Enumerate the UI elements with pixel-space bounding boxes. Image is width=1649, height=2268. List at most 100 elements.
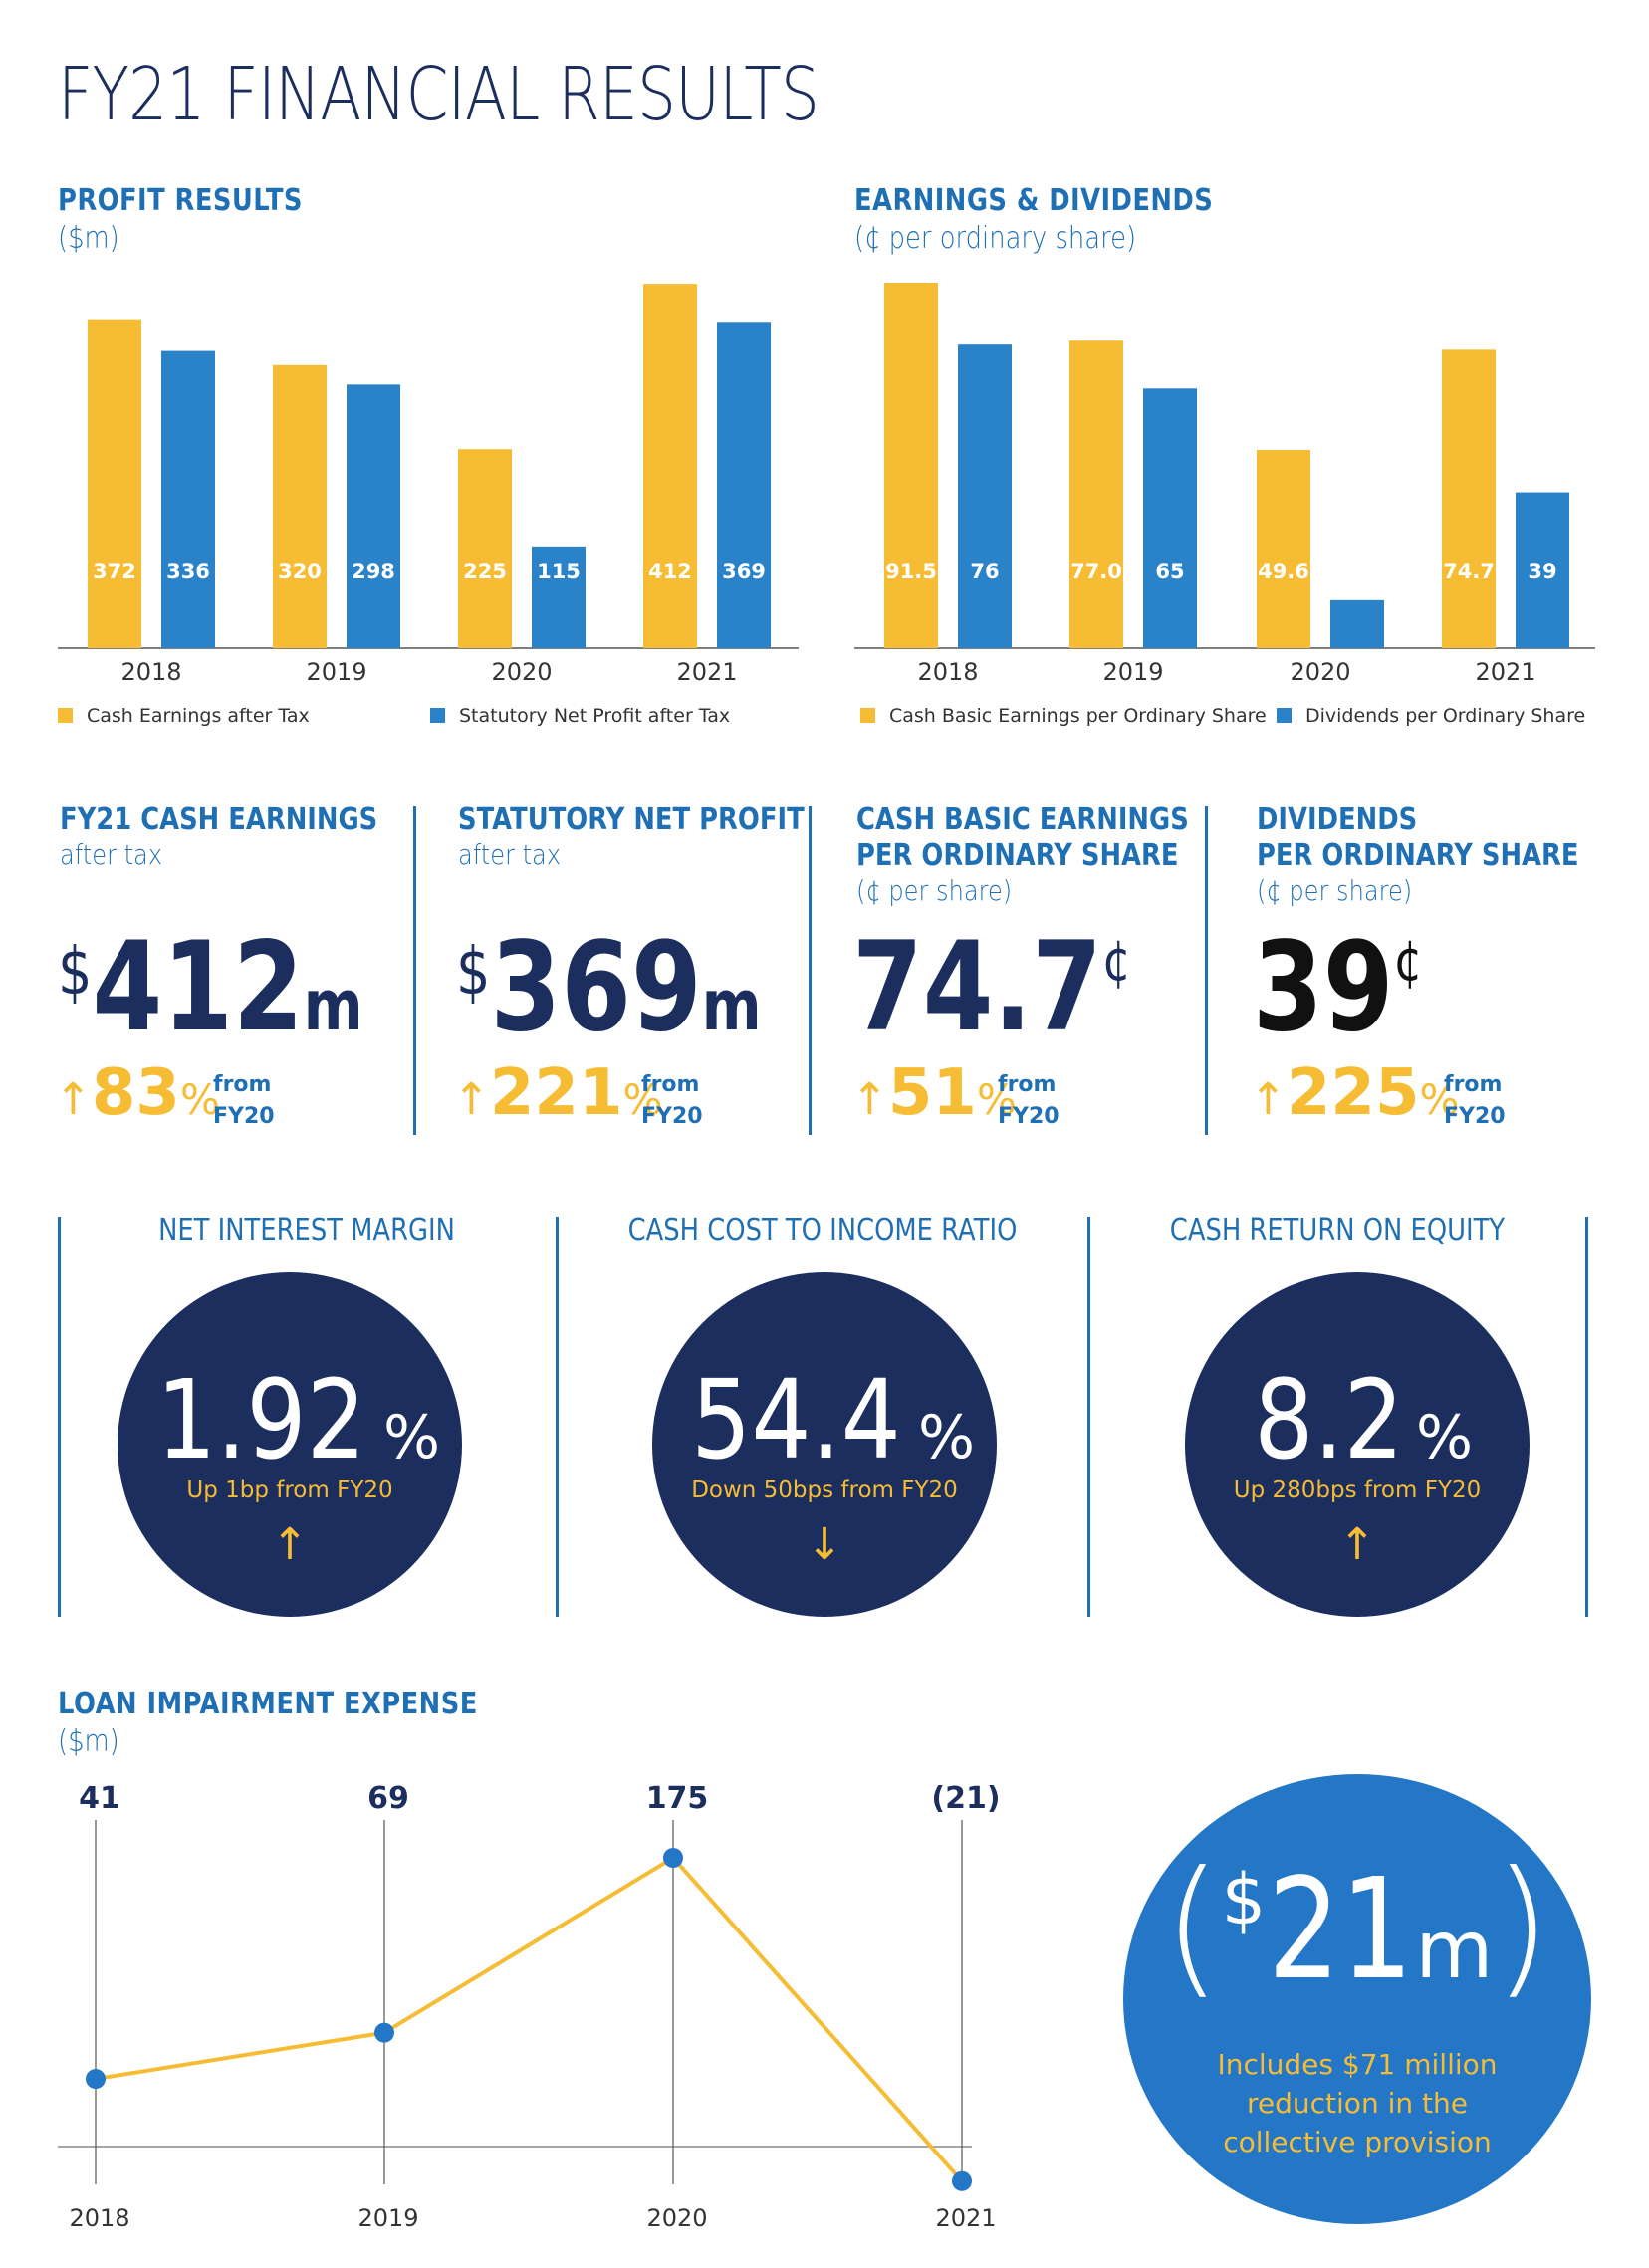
ratio-heading: CASH RETURN ON EQUITY	[1169, 1213, 1506, 1247]
kpi-change: ↑83%	[55, 1056, 220, 1130]
profit-chart-unit: ($m)	[58, 221, 119, 256]
ratio-circle-nim: 1.92% Up 1bp from FY20 ↑	[118, 1272, 462, 1617]
kpi-change: ↑225%	[1250, 1056, 1460, 1130]
kpi-from-label: from FY20	[641, 1072, 703, 1129]
earnings-dividends-chart: 91.5 76 2018 77.0 65 2019 49.6 12 2020 74.7 39 2021	[854, 283, 1595, 686]
ratio-circle-cost-income: 54.4% Down 50bps from FY20 ↓	[652, 1272, 997, 1617]
kpi-value: $369m	[456, 916, 762, 1059]
kpi-subheading: (¢ per share)	[1257, 874, 1413, 907]
loan-callout-note: Includes $71 million reduction in the co…	[1217, 2048, 1498, 2158]
legend-swatch-gold	[58, 708, 73, 723]
bar	[958, 344, 1012, 648]
kpi-change: ↑221%	[453, 1056, 663, 1130]
kpi-divider	[413, 806, 416, 1135]
x-tick-label: 2019	[306, 658, 366, 686]
kpi-heading: FY21 CASH EARNINGS	[60, 802, 378, 837]
kpi-from-label: from FY20	[998, 1072, 1060, 1129]
up-arrow-icon: ↑	[1250, 1074, 1287, 1125]
bar	[1069, 340, 1123, 648]
kpi-cash-eps: CASH BASIC EARNINGS PER ORDINARY SHARE (…	[856, 802, 1243, 907]
point-value-label: 41	[79, 1781, 120, 1816]
bar	[717, 322, 771, 648]
legend-label: Statutory Net Profit after Tax	[459, 705, 731, 727]
kpi-cash-earnings: FY21 CASH EARNINGS after tax	[60, 802, 429, 871]
ratio-value: 8.2%	[1254, 1356, 1473, 1483]
earnings-chart-title: EARNINGS & DIVIDENDS	[854, 183, 1214, 218]
bar-value-label: 77.0	[1070, 560, 1122, 583]
ratio-divider	[556, 1217, 559, 1617]
x-tick-label: 2020	[491, 658, 552, 686]
x-tick-label: 2019	[357, 2204, 418, 2232]
point-value-label: (21)	[931, 1781, 1000, 1816]
x-tick-label: 2020	[646, 2204, 707, 2232]
earnings-legend-cash: Cash Basic Earnings per Ordinary Share	[860, 705, 1267, 727]
bar	[88, 319, 141, 648]
arrow-down-icon: ↓	[806, 1519, 843, 1570]
loan-callout-circle: ($21m) Includes $71 million reduction in…	[1123, 1774, 1591, 2224]
ratio-divider	[58, 1217, 61, 1617]
legend-swatch-blue	[1277, 708, 1292, 723]
legend-label: Dividends per Ordinary Share	[1305, 705, 1586, 727]
arrow-up-icon: ↑	[271, 1519, 309, 1570]
kpi-statutory-profit: STATUTORY NET PROFIT after tax	[458, 802, 860, 871]
ratio-divider	[1087, 1217, 1090, 1617]
legend-swatch-blue	[430, 708, 445, 723]
bar-value-label: 12	[1342, 560, 1371, 583]
kpi-heading-line2: PER ORDINARY SHARE	[1257, 838, 1579, 873]
legend-swatch-gold	[860, 708, 875, 723]
kpi-from-label: from FY20	[213, 1072, 275, 1129]
kpi-heading-line2: PER ORDINARY SHARE	[856, 838, 1179, 873]
kpi-subheading: (¢ per share)	[856, 874, 1013, 907]
profit-legend-statutory: Statutory Net Profit after Tax	[430, 705, 730, 727]
ratio-divider	[1585, 1217, 1588, 1617]
data-point	[952, 2170, 972, 2191]
kpi-heading: STATUTORY NET PROFIT	[458, 802, 805, 837]
ratio-circle-roe: 8.2% Up 280bps from FY20 ↑	[1185, 1272, 1530, 1617]
ratio-heading: NET INTEREST MARGIN	[158, 1213, 455, 1247]
kpi-divider	[809, 806, 812, 1135]
kpi-value: 39¢	[1253, 916, 1423, 1059]
ratio-note: Up 280bps from FY20	[1233, 1477, 1482, 1503]
up-arrow-icon: ↑	[55, 1074, 92, 1125]
kpi-value: $412m	[58, 916, 363, 1059]
x-tick-label: 2021	[1475, 658, 1535, 686]
ratio-value: 54.4%	[691, 1356, 975, 1483]
data-point	[374, 2022, 394, 2043]
arrow-up-icon: ↑	[1338, 1519, 1376, 1570]
bar-value-label: 298	[352, 560, 395, 583]
data-point	[86, 2069, 106, 2090]
page-title: FY21 FINANCIAL RESULTS	[58, 52, 820, 137]
bar-value-label: 49.6	[1258, 560, 1309, 583]
bar	[1143, 388, 1197, 648]
point-value-label: 175	[646, 1781, 709, 1816]
legend-label: Cash Earnings after Tax	[87, 705, 310, 727]
bar	[1516, 492, 1569, 648]
bar-value-label: 372	[93, 560, 136, 583]
point-value-label: 69	[367, 1781, 409, 1816]
bar	[161, 350, 215, 648]
data-point	[663, 1848, 683, 1868]
x-tick-label: 2018	[69, 2204, 129, 2232]
bar	[1257, 450, 1310, 648]
x-tick-label: 2021	[935, 2204, 996, 2232]
x-tick-label: 2020	[1290, 658, 1350, 686]
bar-value-label: 412	[648, 560, 692, 583]
kpi-subheading: after tax	[458, 838, 562, 871]
earnings-legend-dividends: Dividends per Ordinary Share	[1277, 705, 1585, 727]
kpi-heading: DIVIDENDS	[1257, 802, 1418, 837]
bar-value-label: 320	[278, 560, 322, 583]
kpi-change: ↑51%	[851, 1056, 1017, 1130]
kpi-heading: CASH BASIC EARNINGS	[856, 802, 1189, 837]
kpi-subheading: after tax	[60, 838, 163, 871]
loan-chart-title: LOAN IMPAIRMENT EXPENSE	[58, 1687, 478, 1721]
bar	[273, 364, 327, 648]
bar	[458, 449, 512, 648]
bar	[643, 284, 697, 648]
ratio-note: Down 50bps from FY20	[691, 1477, 958, 1503]
profit-chart-title: PROFIT RESULTS	[58, 183, 303, 218]
x-tick-label: 2018	[917, 658, 978, 686]
ratio-heading: CASH COST TO INCOME RATIO	[627, 1213, 1018, 1247]
bar-value-label: 91.5	[885, 560, 937, 583]
bar	[1442, 349, 1496, 648]
loan-chart-unit: ($m)	[58, 1724, 119, 1759]
